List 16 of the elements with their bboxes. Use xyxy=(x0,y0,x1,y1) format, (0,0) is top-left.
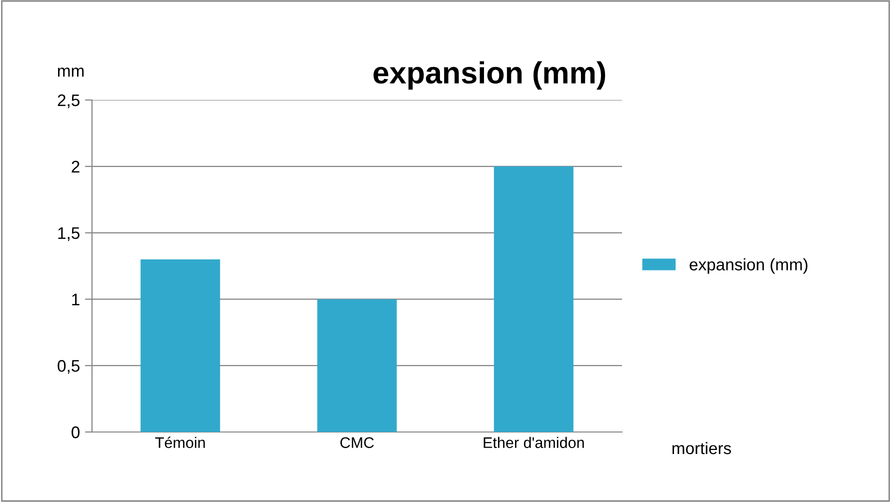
bar xyxy=(317,299,397,432)
y-tick-label: 0 xyxy=(72,426,80,438)
chart-title: expansion (mm) xyxy=(374,61,606,90)
y-tick-label: 1 xyxy=(72,294,80,306)
legend-label: expansion (mm) xyxy=(690,258,808,274)
y-tick-label: 0,5 xyxy=(58,360,80,374)
bar xyxy=(140,259,220,432)
x-tick-label: Témoin xyxy=(155,436,205,448)
y-tick-label: 2 xyxy=(72,160,80,172)
y-axis-title: mm xyxy=(58,68,84,77)
bar xyxy=(494,166,574,432)
x-tick-label: CMC xyxy=(340,437,374,448)
y-tick-label: 1,5 xyxy=(58,227,80,241)
y-tick-label: 2,5 xyxy=(58,94,80,108)
x-tick-label: Ether d'amidon xyxy=(484,436,584,448)
x-axis-title: mortiers xyxy=(672,442,731,454)
